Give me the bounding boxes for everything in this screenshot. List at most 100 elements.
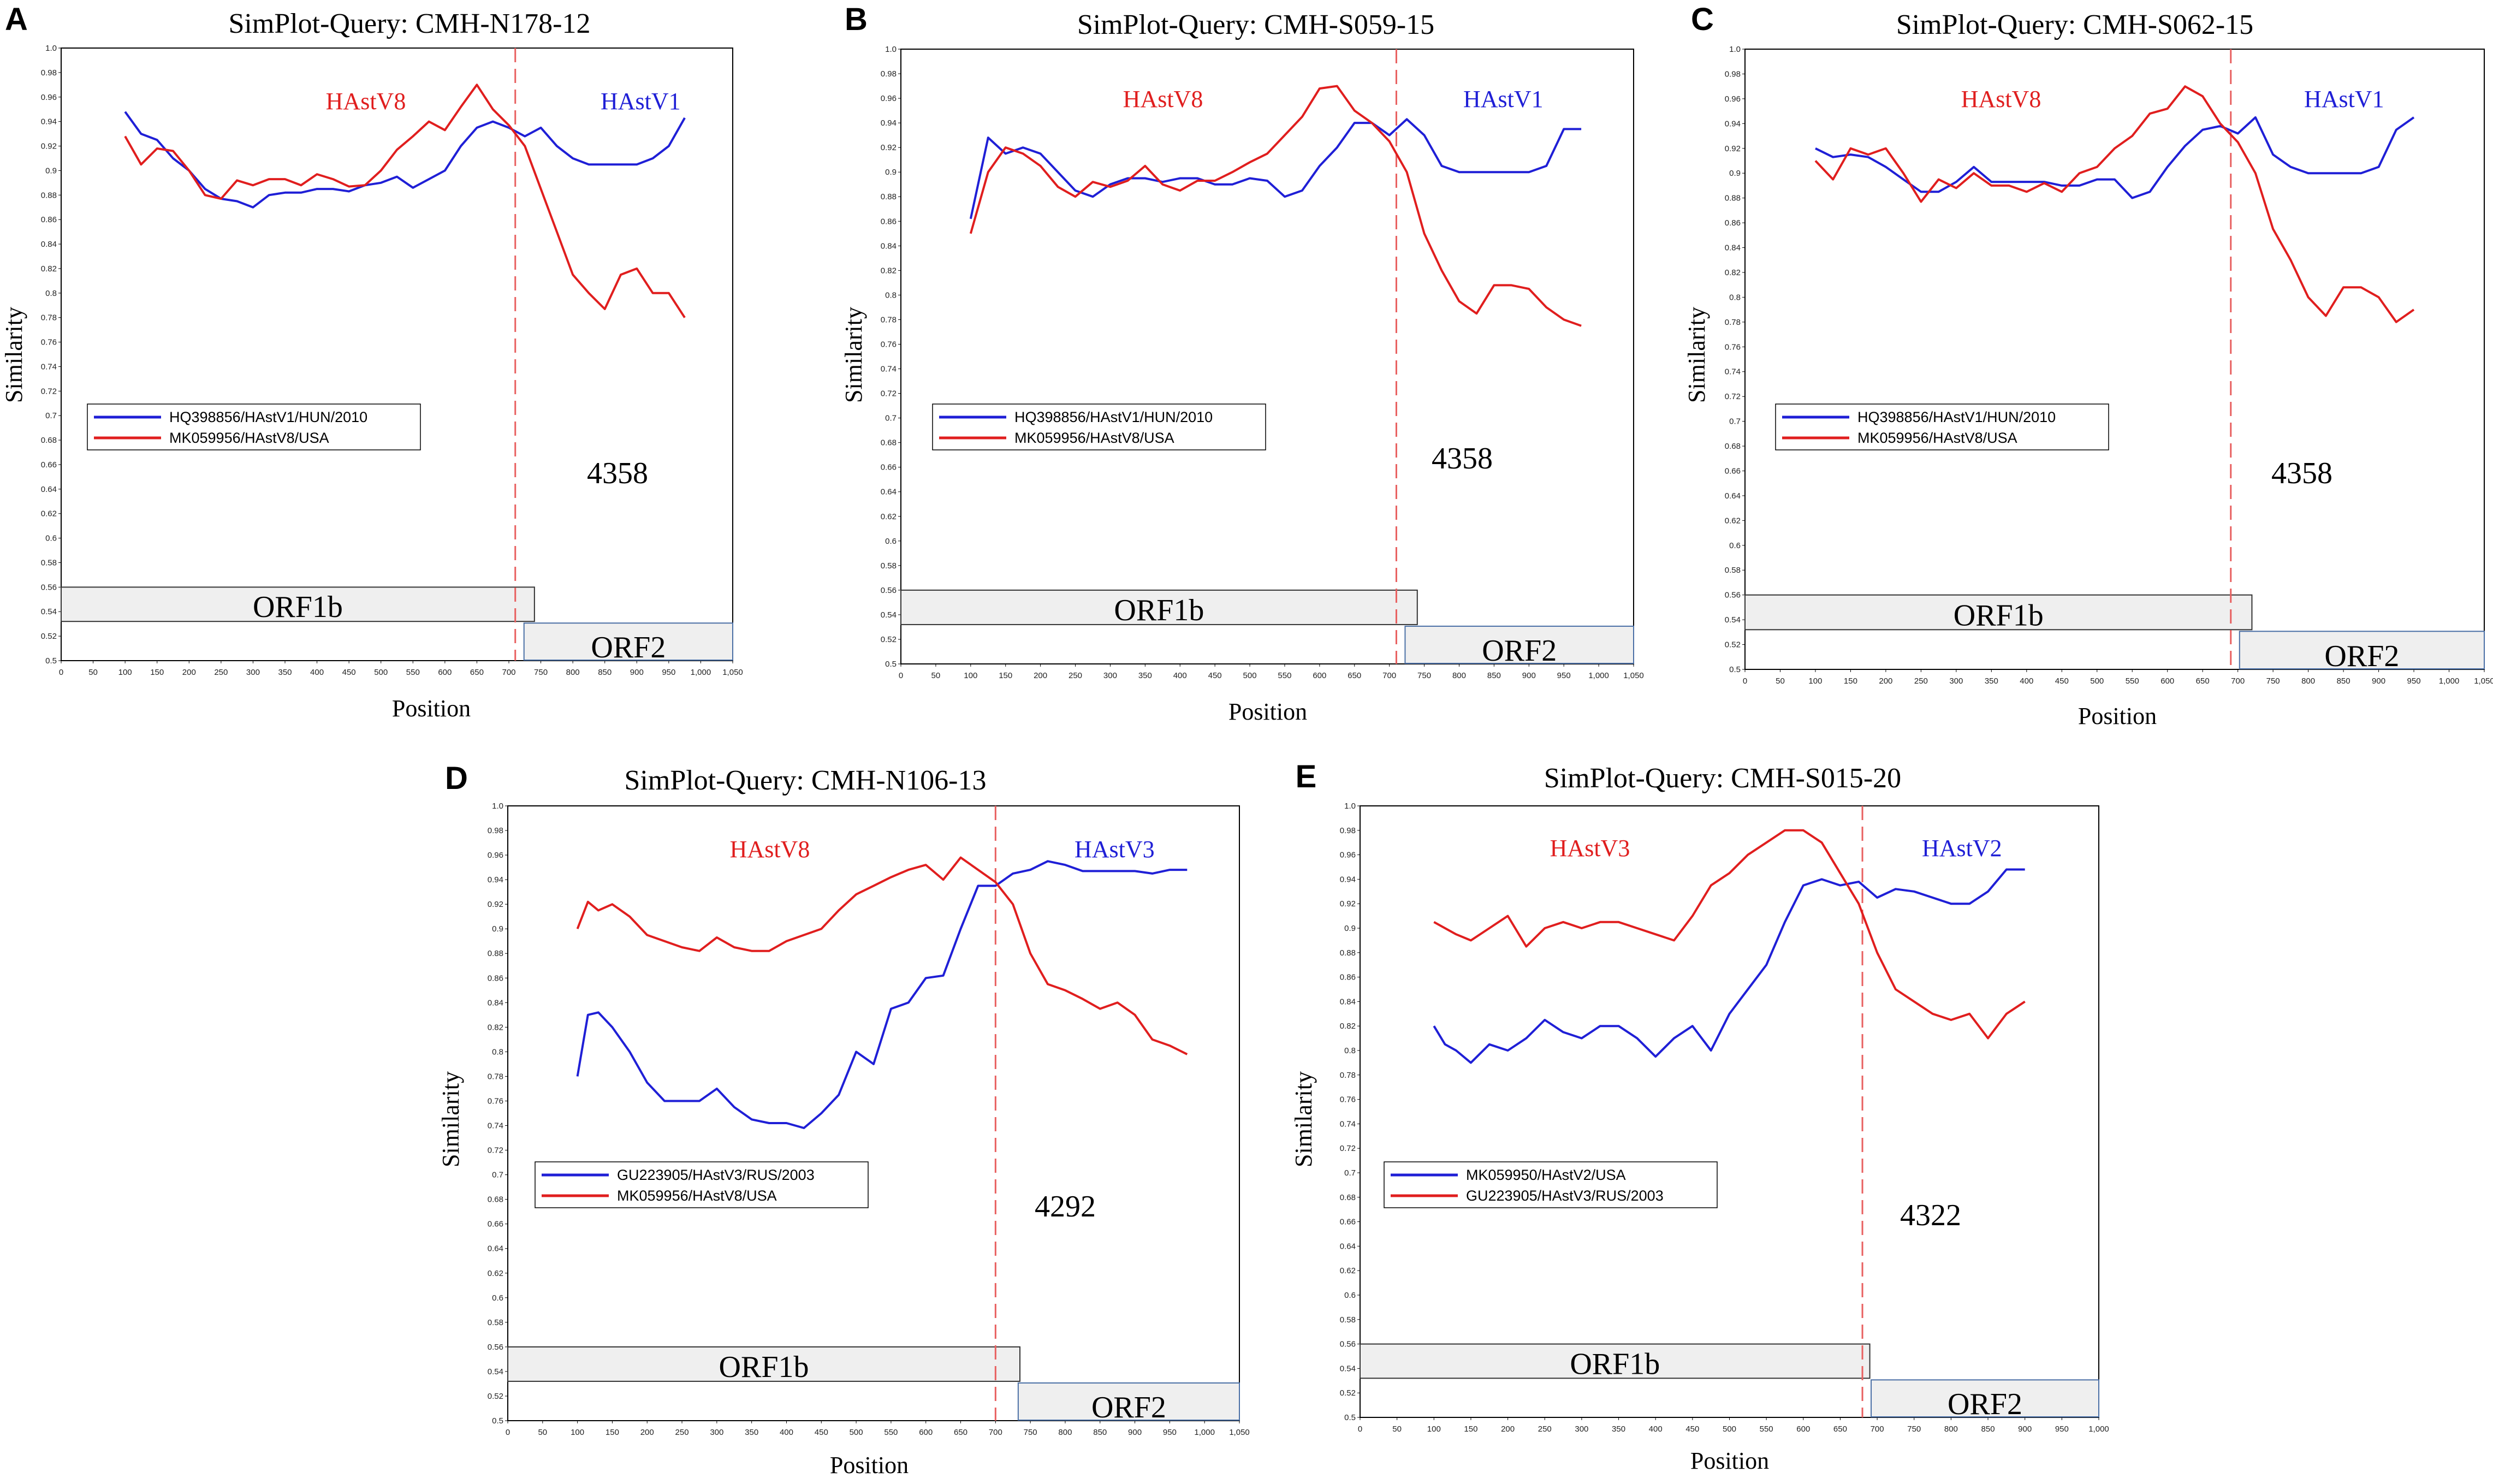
- y-tick-label: 0.6: [1729, 541, 1741, 550]
- x-tick-label: 850: [1981, 1424, 1995, 1434]
- x-tick-label: 700: [502, 668, 515, 677]
- orf1b-label: ORF1b: [1570, 1347, 1660, 1381]
- orf2-box: [2239, 631, 2485, 670]
- y-tick-label: 0.7: [45, 411, 57, 420]
- x-tick-label: 1,000: [2088, 1424, 2109, 1434]
- x-tick-label: 400: [1173, 671, 1187, 680]
- y-tick-label: 0.96: [1725, 94, 1741, 104]
- x-axis-label: Position: [2078, 703, 2157, 729]
- x-tick-label: 0: [1743, 676, 1747, 686]
- legend-entry: MK059956/HAstV8/USA: [1014, 430, 1174, 446]
- y-tick-label: 0.5: [1729, 665, 1741, 674]
- orf1b-box: [1360, 1343, 1871, 1379]
- y-tick-label: 0.9: [885, 168, 897, 177]
- y-tick-label: 0.62: [1725, 516, 1741, 525]
- x-tick-label: 450: [1208, 671, 1222, 680]
- x-axis-label: Position: [830, 1452, 909, 1479]
- y-tick-label: 0.52: [488, 1392, 503, 1401]
- chart-panel-a: A SimPlot-Query: CMH-N178-12 0.5 0.52 0.54 0.…: [1, 2, 743, 722]
- x-tick-label: 500: [2090, 676, 2104, 686]
- x-tick-label: 650: [470, 668, 484, 677]
- y-tick-label: 0.84: [1725, 244, 1741, 253]
- x-tick-label: 500: [1243, 671, 1257, 680]
- plot-frame: [1744, 49, 2485, 670]
- x-tick-label: 200: [640, 1428, 654, 1437]
- breakpoint-label: 4322: [1900, 1198, 1961, 1232]
- x-tick-label: 900: [2018, 1424, 2032, 1434]
- breakpoint-label: 4358: [587, 456, 648, 490]
- series-line-1: [1433, 868, 2025, 1064]
- legend-entry: HQ398856/HAstV1/HUN/2010: [1014, 409, 1213, 425]
- x-tick-label: 0: [59, 668, 63, 677]
- y-tick-label: 0.86: [1725, 218, 1741, 228]
- x-tick-label: 550: [1278, 671, 1291, 680]
- x-tick-label: 100: [964, 671, 977, 680]
- y-tick-label: 0.82: [41, 264, 57, 274]
- chart-title: SimPlot-Query: CMH-S062-15: [1896, 9, 2253, 40]
- chart-panel-e: E SimPlot-Query: CMH-S015-20 0.5 0.52 0.54 0.…: [1290, 759, 2109, 1474]
- y-tick-label: 0.8: [885, 290, 897, 300]
- x-tick-label: 800: [1058, 1428, 1072, 1437]
- y-tick-label: 0.9: [1729, 169, 1741, 178]
- x-tick-label: 1,000: [1194, 1428, 1215, 1437]
- x-tick-label: 750: [534, 668, 548, 677]
- y-tick-label: 0.7: [492, 1171, 503, 1180]
- y-tick-label: 0.6: [1344, 1291, 1356, 1300]
- y-tick-label: 0.6: [45, 534, 57, 543]
- x-tick-label: 50: [88, 668, 98, 677]
- y-axis-label: Similarity: [437, 1071, 464, 1167]
- chart-panel-c: C SimPlot-Query: CMH-S062-15 0.5 0.52 0.54 0.…: [1683, 2, 2493, 729]
- orf1b-box: [1744, 594, 2253, 631]
- y-tick-label: 0.7: [885, 414, 897, 423]
- x-tick-label: 1,050: [722, 668, 743, 677]
- y-tick-label: 0.62: [1340, 1266, 1356, 1275]
- plot-frame: [1360, 805, 2099, 1418]
- orf2-label: ORF2: [1948, 1387, 2022, 1421]
- y-tick-label: 0.74: [41, 362, 57, 371]
- chart-title: SimPlot-Query: CMH-N178-12: [229, 8, 591, 39]
- x-tick-label: 100: [1808, 676, 1822, 686]
- y-tick-label: 0.84: [41, 240, 57, 249]
- y-tick-label: 0.62: [881, 512, 897, 521]
- y-tick-label: 0.84: [881, 241, 897, 251]
- x-axis-label: Position: [392, 695, 471, 722]
- x-tick-label: 950: [2055, 1424, 2069, 1434]
- y-tick-label: 0.66: [1725, 466, 1741, 476]
- x-tick-label: 850: [2337, 676, 2350, 686]
- chart-title: SimPlot-Query: CMH-N106-13: [625, 765, 987, 796]
- x-tick-label: 250: [1538, 1424, 1552, 1434]
- y-tick-label: 0.78: [1340, 1071, 1356, 1080]
- chart-title: SimPlot-Query: CMH-S015-20: [1544, 763, 1901, 794]
- y-tick-label: 0.98: [1340, 826, 1356, 835]
- y-tick-label: 0.68: [1725, 442, 1741, 451]
- y-tick-label: 1.0: [1344, 802, 1356, 811]
- x-tick-label: 800: [1452, 671, 1466, 680]
- x-tick-label: 450: [815, 1428, 828, 1437]
- y-tick-label: 0.68: [1340, 1193, 1356, 1202]
- x-tick-label: 950: [662, 668, 675, 677]
- chart-panel-d: D SimPlot-Query: CMH-N106-13 0.5 0.52 0.54 0.…: [437, 761, 1250, 1479]
- y-tick-label: 0.7: [1729, 417, 1741, 426]
- x-tick-label: 800: [1944, 1424, 1958, 1434]
- x-tick-label: 900: [630, 668, 644, 677]
- x-tick-label: 600: [919, 1428, 933, 1437]
- orf1b-box: [507, 1346, 1020, 1382]
- x-tick-label: 50: [931, 671, 941, 680]
- y-tick-label: 0.62: [488, 1269, 503, 1278]
- series-line-1: [1815, 116, 2415, 199]
- x-tick-label: 450: [1685, 1424, 1699, 1434]
- x-tick-label: 1,050: [2474, 676, 2493, 686]
- series-line-2: [576, 856, 1188, 1055]
- region-label-right: HAstV1: [601, 88, 681, 115]
- legend-entry: MK059956/HAstV8/USA: [169, 430, 329, 446]
- y-tick-label: 0.56: [1725, 591, 1741, 600]
- y-tick-label: 0.94: [881, 118, 897, 128]
- y-tick-label: 0.64: [1340, 1242, 1356, 1251]
- chart-title: SimPlot-Query: CMH-S059-15: [1077, 9, 1434, 40]
- legend-box: [932, 403, 1266, 450]
- y-tick-label: 0.72: [41, 387, 57, 396]
- legend-box: [1384, 1161, 1718, 1208]
- y-tick-label: 0.72: [488, 1146, 503, 1155]
- y-tick-label: 0.94: [41, 117, 57, 127]
- y-tick-label: 0.68: [881, 438, 897, 448]
